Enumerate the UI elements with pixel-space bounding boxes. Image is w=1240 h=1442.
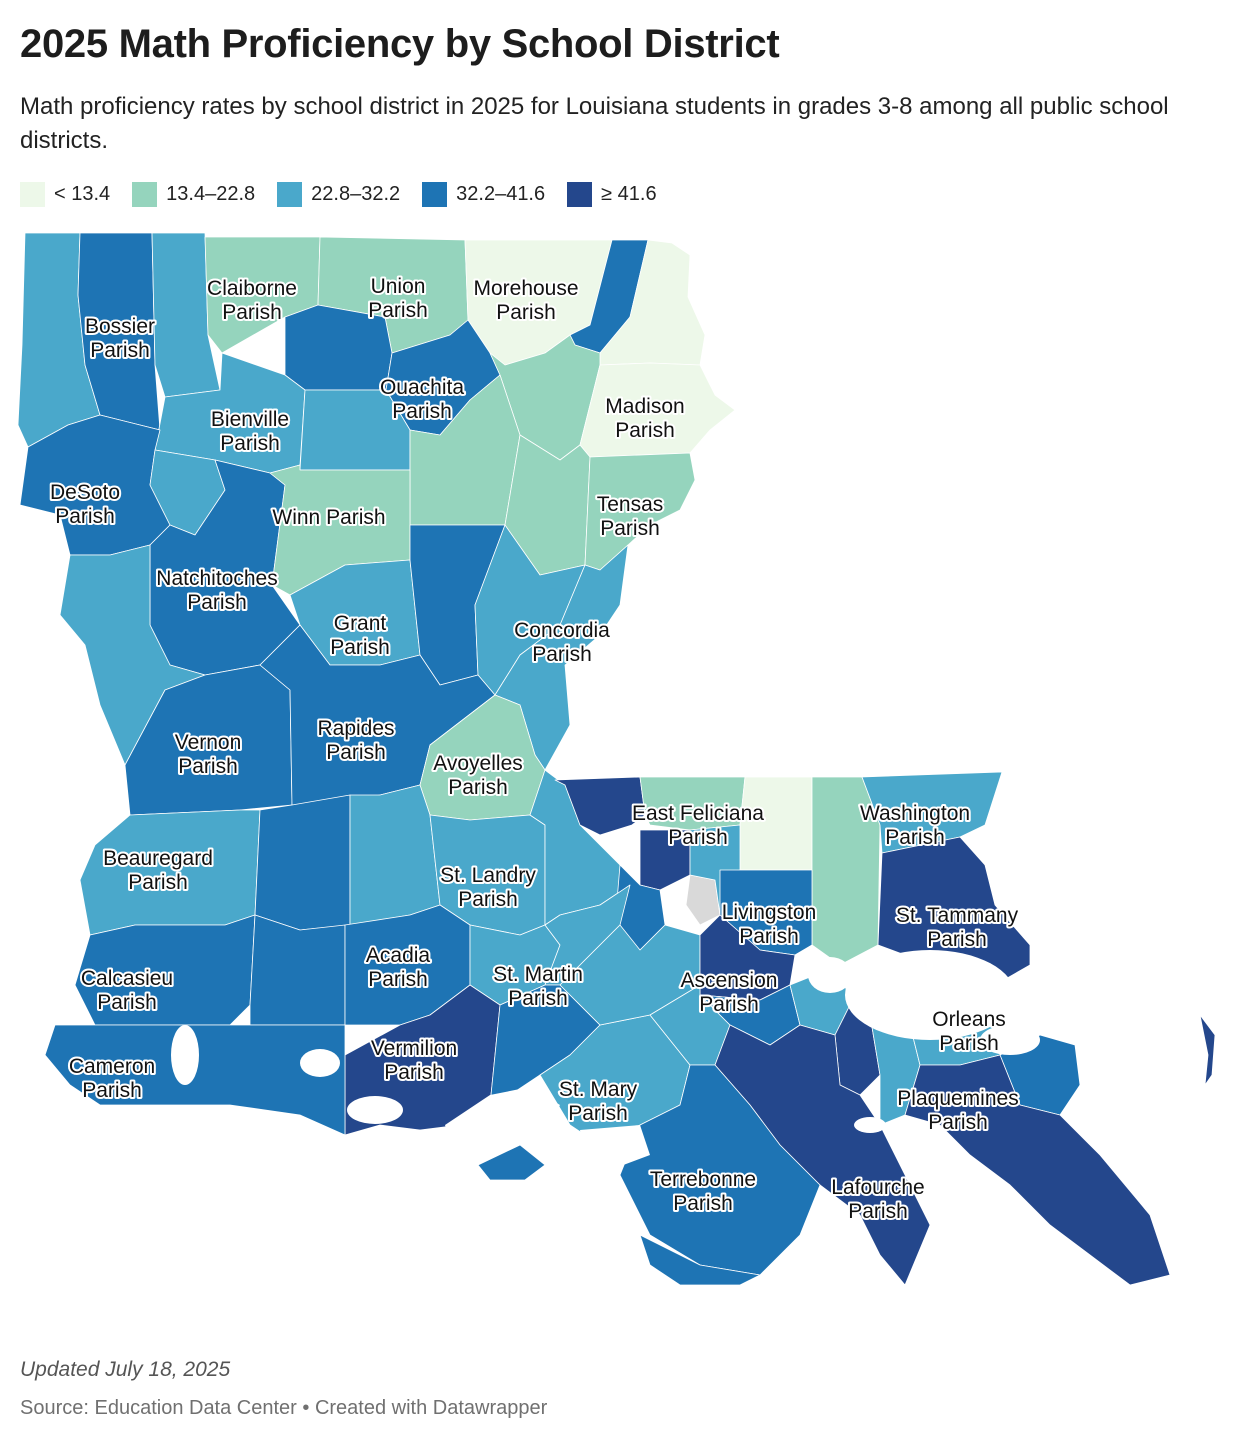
legend-swatch-1 — [20, 182, 45, 207]
atchafalaya-bay — [580, 1125, 650, 1170]
parish-plaquemines-region[interactable] — [904, 1054, 1171, 1286]
chart-subtitle: Math proficiency rates by school distric… — [20, 93, 1169, 154]
parish-labels: Claiborne Parish Union Parish Morehouse Par… — [48, 273, 1021, 1225]
label-calcasieu: Calcasieu Parish — [81, 967, 173, 1014]
label-orleans: Orleans Parish — [932, 1008, 1006, 1055]
vermilion-bay — [445, 1087, 560, 1160]
label-lafourche: Lafourche Parish — [831, 1176, 924, 1223]
label-terrebonne: Terrebonne Parish — [650, 1168, 756, 1215]
label-livingston: Livingston Parish — [722, 901, 817, 948]
parish-jeff-davis-region[interactable] — [249, 914, 346, 1026]
island-marsh-2[interactable] — [639, 1234, 761, 1286]
parish-regions[interactable] — [17, 232, 1216, 1286]
label-acadia: Acadia Parish — [366, 944, 431, 991]
legend-swatch-3 — [277, 182, 303, 207]
grand-lake — [300, 1049, 340, 1077]
label-ascension: Ascension Parish — [681, 969, 778, 1016]
parish-concordia-region[interactable] — [494, 544, 629, 771]
white-lake — [347, 1096, 403, 1124]
label-union: Union Parish — [368, 275, 428, 322]
label-vermilion: Vermilion Parish — [371, 1037, 457, 1084]
label-east-feliciana: East Feliciana Parish — [632, 802, 764, 849]
source-note: Source: Education Data Center • Created … — [20, 1397, 548, 1419]
louisiana-map: Claiborne Parish Union Parish Morehouse Par… — [17, 232, 1216, 1286]
label-st-martin: St. Martin Parish — [493, 963, 583, 1010]
legend-item-3: 22.8–32.2 — [277, 182, 400, 207]
label-bienville: Bienville Parish — [211, 408, 289, 455]
label-ouachita: Ouachita Parish — [380, 376, 464, 423]
water-bodies — [171, 950, 1040, 1170]
label-morehouse: Morehouse Parish — [473, 277, 578, 324]
legend-item-4: 32.2–41.6 — [422, 182, 545, 207]
label-claiborne: Claiborne Parish — [207, 277, 297, 324]
legend-label-1: < 13.4 — [54, 183, 111, 205]
label-concordia: Concordia Parish — [514, 619, 610, 666]
label-vernon: Vernon Parish — [175, 731, 242, 778]
chart-title: 2025 Math Proficiency by School District — [20, 22, 780, 66]
legend-swatch-2 — [132, 182, 158, 207]
parish-terrebonne-region[interactable] — [619, 1064, 821, 1276]
island-marsh-3[interactable] — [1199, 1014, 1216, 1086]
legend-item-1: < 13.4 — [20, 182, 110, 207]
label-madison: Madison Parish — [605, 395, 684, 442]
legend-swatch-4 — [422, 182, 448, 207]
label-cameron: Cameron Parish — [69, 1055, 155, 1102]
label-desoto: DeSoto Parish — [50, 481, 120, 528]
legend-item-5: ≥ 41.6 — [567, 182, 657, 207]
label-winn: Winn Parish — [272, 506, 385, 529]
legend-label-4: 32.2–41.6 — [456, 183, 546, 205]
parish-cameron-region[interactable] — [44, 1024, 346, 1136]
parish-evangeline-region[interactable] — [349, 784, 441, 926]
legend-swatch-5 — [567, 182, 593, 207]
parish-east-baton-rouge-north[interactable] — [639, 829, 691, 891]
label-st-mary: St. Mary Parish — [559, 1078, 638, 1125]
label-grant: Grant Parish — [330, 612, 390, 659]
legend-label-2: 13.4–22.8 — [166, 183, 256, 205]
label-plaquemines: Plaquemines Parish — [897, 1087, 1018, 1134]
legend-label-3: 22.8–32.2 — [311, 183, 401, 205]
label-bossier: Bossier Parish — [85, 315, 155, 362]
label-beauregard: Beauregard Parish — [103, 847, 213, 894]
label-natchitoches: Natchitoches Parish — [156, 567, 277, 614]
label-st-tammany: St. Tammany Parish — [896, 904, 1019, 951]
legend-item-2: 13.4–22.8 — [132, 182, 255, 207]
lake-salvador — [854, 1117, 886, 1133]
calcasieu-lake — [171, 1025, 199, 1085]
updated-note: Updated July 18, 2025 — [20, 1358, 231, 1381]
label-st-landry: St. Landry Parish — [440, 864, 536, 911]
lake-pontchartrain — [845, 950, 1015, 1040]
parish-st-tammany-region[interactable] — [877, 836, 1031, 986]
legend: < 13.4 13.4–22.8 22.8–32.2 32.2–41.6 ≥ 4… — [20, 182, 679, 207]
label-tensas: Tensas Parish — [597, 493, 664, 540]
parish-no-data-region[interactable] — [685, 874, 721, 926]
legend-label-5: ≥ 41.6 — [601, 183, 657, 205]
label-avoyelles: Avoyelles Parish — [433, 752, 523, 799]
lake-maurepas — [808, 957, 852, 993]
parish-allen-region[interactable] — [254, 794, 351, 931]
island-marsh-1[interactable] — [477, 1144, 546, 1181]
label-washington: Washington Parish — [860, 802, 970, 849]
lake-borgne — [980, 1025, 1040, 1055]
label-rapides: Rapides Parish — [317, 717, 394, 764]
parish-calcasieu-region[interactable] — [74, 914, 256, 1026]
